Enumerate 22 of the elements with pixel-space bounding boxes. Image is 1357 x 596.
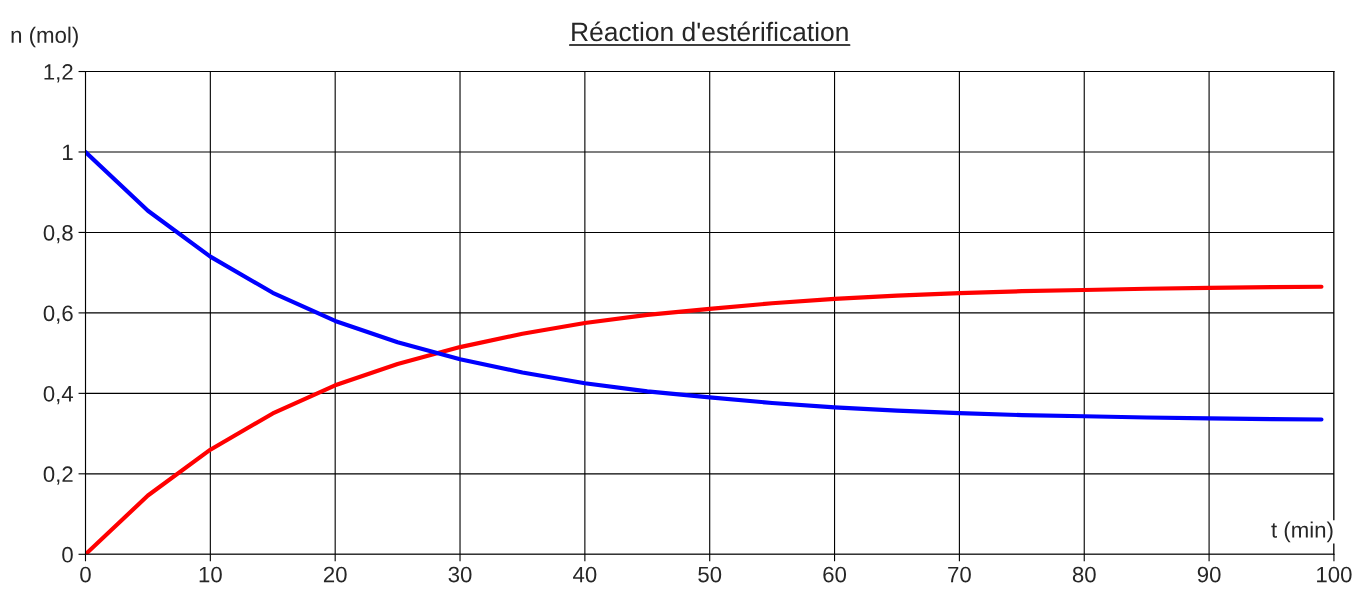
- y-tick-label: 1: [63, 144, 73, 161]
- chart-title: Réaction d'estérification: [572, 21, 848, 42]
- y-tick-label: 0,8: [43, 224, 73, 244]
- x-tick-label: 60: [823, 566, 847, 583]
- x-tick-label: 80: [1072, 566, 1096, 583]
- x-tick-label: 90: [1197, 566, 1221, 583]
- x-tick-label: 70: [948, 566, 971, 583]
- x-tick-label: 30: [448, 566, 472, 583]
- x-tick-label: 50: [698, 566, 722, 583]
- y-tick-label: 0,6: [43, 305, 73, 324]
- x-axis-title: t (min): [1271, 521, 1333, 543]
- y-tick-label: 0: [62, 546, 73, 563]
- y-axis-title: n (mol): [11, 26, 78, 48]
- x-tick-label: 0: [80, 566, 91, 583]
- line-series: [85, 149, 1324, 422]
- y-tick-label: 1,2: [44, 64, 73, 83]
- x-tick-label: 40: [573, 566, 597, 583]
- y-tick-label: 0,4: [43, 385, 74, 405]
- x-tick-label: 20: [323, 566, 347, 583]
- x-tick-label: 10: [199, 566, 222, 583]
- y-tick-label: 0,2: [43, 466, 73, 485]
- x-tick-label: 100: [1317, 566, 1352, 583]
